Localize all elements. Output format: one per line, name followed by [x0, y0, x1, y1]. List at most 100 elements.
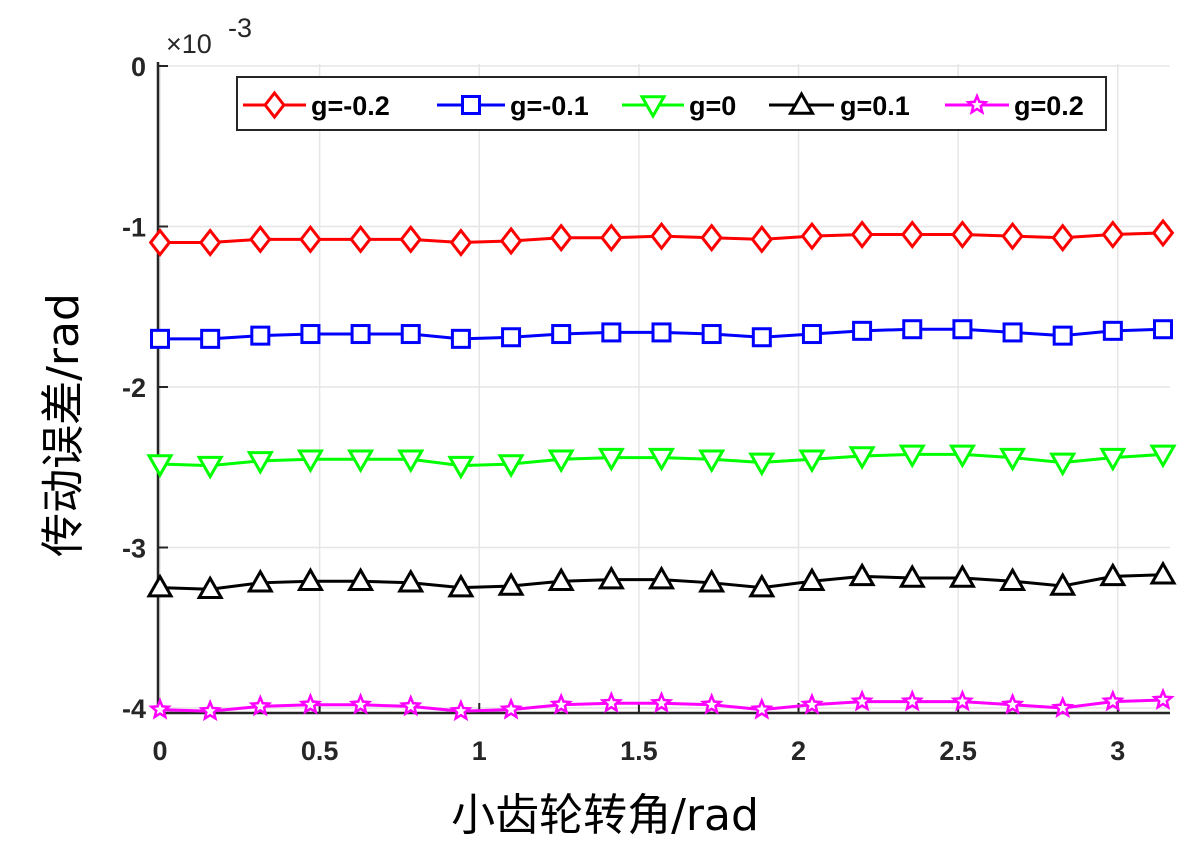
- legend-item: g=0: [622, 91, 736, 121]
- marker-star: [248, 694, 273, 717]
- marker-star: [399, 694, 423, 717]
- marker-triangle-up: [1149, 560, 1177, 585]
- marker-diamond: [650, 221, 673, 251]
- marker-square: [601, 322, 622, 343]
- marker-star: [499, 697, 523, 720]
- marker-star: [800, 692, 824, 715]
- marker-square: [751, 327, 772, 348]
- marker-diamond: [249, 224, 272, 254]
- x-tick-label: 1.5: [620, 736, 658, 766]
- marker-star: [1101, 689, 1125, 712]
- marker-triangle-down: [848, 446, 876, 471]
- marker-triangle-down: [547, 449, 575, 474]
- marker-diamond: [1101, 220, 1125, 249]
- marker-diamond: [951, 220, 974, 249]
- marker-triangle-up: [146, 573, 174, 598]
- y-tick-label: -4: [122, 694, 146, 724]
- series-g=0.1: [146, 560, 1177, 599]
- marker-triangle-down: [798, 449, 826, 474]
- series-g=0: [146, 444, 1177, 480]
- marker-diamond: [299, 224, 322, 254]
- y-tick-label: -2: [122, 373, 146, 403]
- marker-diamond: [600, 223, 623, 253]
- marker-triangle-up: [748, 573, 776, 598]
- marker-star: [1050, 695, 1075, 718]
- legend-item: g=0.2: [945, 91, 1084, 121]
- y-tick-label: 0: [131, 52, 146, 82]
- marker-diamond: [900, 220, 924, 249]
- marker-diamond: [700, 223, 723, 253]
- y-tick-label: -1: [122, 213, 146, 243]
- marker-star: [348, 692, 373, 715]
- marker-star: [649, 690, 674, 714]
- marker-triangle-up: [948, 563, 976, 588]
- marker-square: [1002, 322, 1023, 343]
- marker-star: [1151, 687, 1175, 710]
- marker-triangle-down: [447, 455, 475, 480]
- marker-diamond: [1001, 221, 1024, 251]
- legend-label: g=0.2: [1014, 91, 1084, 121]
- marker-star: [148, 697, 172, 720]
- marker-triangle-up: [447, 573, 475, 598]
- x-tick-label: 2: [791, 736, 806, 766]
- marker-diamond: [800, 221, 824, 251]
- marker-diamond: [499, 226, 523, 256]
- marker-star: [1000, 692, 1025, 715]
- marker-square: [701, 324, 722, 345]
- legend: g=-0.2 g=-0.1 g=0 g=0.1 g=0.2: [236, 76, 1107, 131]
- marker-triangle-down: [196, 455, 224, 480]
- marker-square: [952, 319, 973, 340]
- marker-triangle-up: [397, 568, 425, 593]
- legend-item: g=0.1: [769, 90, 910, 121]
- marker-square: [150, 328, 170, 349]
- marker-triangle-up: [196, 575, 224, 599]
- marker-triangle-down: [146, 454, 174, 479]
- marker-triangle-up: [597, 565, 625, 590]
- marker-star: [198, 698, 222, 722]
- tick-labels: 0 0.5 1 1.5 2 2.5 3 0 -1 -2 -3 -4: [122, 52, 1125, 766]
- x-tick-label: 0.5: [301, 736, 339, 766]
- marker-diamond: [549, 223, 573, 253]
- marker-triangle-up: [246, 568, 274, 593]
- marker-triangle-down: [347, 449, 375, 474]
- marker-square: [801, 324, 822, 345]
- marker-triangle-up: [497, 571, 525, 596]
- marker-square: [250, 325, 271, 346]
- legend-item: g=-0.1: [437, 91, 589, 121]
- marker-triangle-down: [639, 95, 667, 120]
- marker-star: [950, 689, 975, 712]
- marker-triangle-down: [898, 444, 926, 469]
- marker-star: [850, 689, 874, 712]
- x-tick-label: 0: [152, 736, 167, 766]
- marker-star: [699, 692, 724, 715]
- marker-diamond: [148, 228, 172, 257]
- series-layer: [146, 218, 1177, 722]
- marker-square: [300, 324, 321, 345]
- marker-triangle-up: [547, 567, 575, 591]
- marker-square: [551, 324, 572, 345]
- y-tick-label: -3: [122, 534, 146, 564]
- marker-triangle-down: [497, 454, 525, 479]
- marker-square: [350, 324, 371, 345]
- marker-square: [400, 324, 421, 345]
- marker-triangle-down: [296, 449, 325, 474]
- marker-triangle-down: [1099, 447, 1127, 472]
- marker-triangle-down: [246, 451, 274, 475]
- marker-star: [298, 692, 323, 715]
- series-g=0.2: [148, 687, 1175, 722]
- marker-triangle-up: [787, 90, 816, 115]
- marker-triangle-up: [1049, 571, 1077, 596]
- x-tick-label: 1: [472, 736, 487, 766]
- marker-diamond: [850, 220, 874, 249]
- series-g=-0.2: [148, 218, 1175, 257]
- marker-square: [852, 320, 873, 341]
- y-exponent-power: -3: [228, 13, 252, 43]
- marker-diamond: [349, 224, 372, 254]
- marker-triangle-down: [647, 447, 676, 472]
- marker-square: [651, 322, 672, 343]
- marker-diamond: [1051, 223, 1074, 253]
- marker-triangle-down: [948, 444, 976, 469]
- marker-triangle-up: [898, 563, 926, 588]
- marker-square: [902, 319, 923, 340]
